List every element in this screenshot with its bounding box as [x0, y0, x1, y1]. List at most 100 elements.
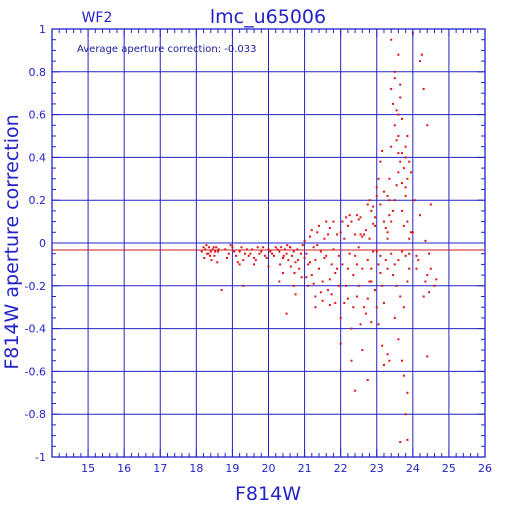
data-point [289, 265, 292, 268]
data-point [399, 295, 402, 298]
data-point [386, 267, 389, 270]
data-point [377, 177, 380, 180]
data-point [359, 233, 362, 236]
data-point [350, 327, 353, 330]
data-point [287, 259, 290, 262]
data-point [269, 250, 272, 253]
data-point [337, 284, 340, 287]
data-point [386, 353, 389, 356]
x-tick-label: 25 [442, 462, 456, 475]
data-point [247, 254, 250, 257]
data-point [388, 359, 391, 362]
x-tick-label: 15 [81, 462, 95, 475]
data-point [386, 194, 389, 197]
data-point [397, 53, 400, 56]
data-point [419, 60, 422, 63]
data-point [238, 263, 241, 266]
data-point [381, 149, 384, 152]
data-point [422, 295, 425, 298]
data-point [229, 244, 232, 247]
data-point [339, 342, 342, 345]
data-point [410, 231, 413, 234]
data-point [212, 246, 215, 249]
data-point [327, 289, 330, 292]
data-point [343, 237, 346, 240]
data-point [294, 261, 297, 264]
data-point [272, 254, 275, 257]
data-point [395, 184, 398, 187]
data-point [260, 250, 263, 253]
y-tick-label: -1 [35, 451, 46, 464]
axis-ticks [51, 28, 486, 458]
data-point [348, 252, 351, 255]
data-point [404, 145, 407, 148]
data-point [388, 214, 391, 217]
data-point [325, 220, 328, 223]
x-tick-label: 23 [370, 462, 384, 475]
data-point [339, 231, 342, 234]
data-point [415, 254, 418, 257]
data-points [200, 32, 438, 444]
data-point [314, 259, 317, 262]
data-point [388, 177, 391, 180]
data-point [406, 280, 409, 283]
data-point [370, 280, 373, 283]
x-tick-label: 19 [225, 462, 239, 475]
data-point [375, 186, 378, 189]
y-tick-label: 1 [39, 23, 46, 36]
data-point [296, 248, 299, 251]
data-point [391, 102, 394, 105]
data-point [364, 229, 367, 232]
data-point [276, 248, 279, 251]
data-point [357, 246, 360, 249]
data-point [224, 248, 227, 251]
data-point [361, 267, 364, 270]
data-point [391, 209, 394, 212]
data-point [364, 312, 367, 315]
data-point [297, 259, 300, 262]
data-point [402, 167, 405, 170]
data-point [377, 263, 380, 266]
data-point [379, 160, 382, 163]
data-point [370, 321, 373, 324]
data-point [325, 254, 328, 257]
data-point [404, 156, 407, 159]
data-point [253, 256, 256, 259]
data-point [303, 256, 306, 259]
data-point [373, 216, 376, 219]
data-point [231, 246, 234, 249]
data-point [280, 246, 283, 249]
data-point [294, 293, 297, 296]
data-point [298, 267, 301, 270]
data-point [393, 316, 396, 319]
data-point [429, 267, 432, 270]
data-point [379, 271, 382, 274]
data-point [361, 349, 364, 351]
data-point [357, 284, 360, 287]
data-point [372, 222, 375, 225]
data-point [433, 284, 436, 287]
data-point [233, 250, 236, 253]
data-point [375, 194, 378, 197]
data-point [355, 295, 358, 298]
data-point [359, 323, 362, 326]
data-point [397, 152, 400, 155]
data-point [402, 374, 405, 377]
data-point [350, 359, 353, 362]
data-point [285, 312, 288, 315]
data-point [346, 297, 349, 300]
data-point [373, 289, 376, 292]
data-point [281, 271, 284, 274]
x-tick-label: 16 [117, 462, 131, 475]
data-point [321, 280, 324, 283]
data-point [402, 306, 405, 309]
data-point [397, 135, 400, 137]
data-point [388, 199, 391, 202]
data-point [286, 244, 289, 247]
data-point [346, 267, 349, 270]
data-point [203, 256, 206, 259]
data-point [267, 265, 270, 268]
data-point [282, 254, 285, 257]
data-point [226, 256, 229, 259]
data-point [397, 259, 400, 262]
